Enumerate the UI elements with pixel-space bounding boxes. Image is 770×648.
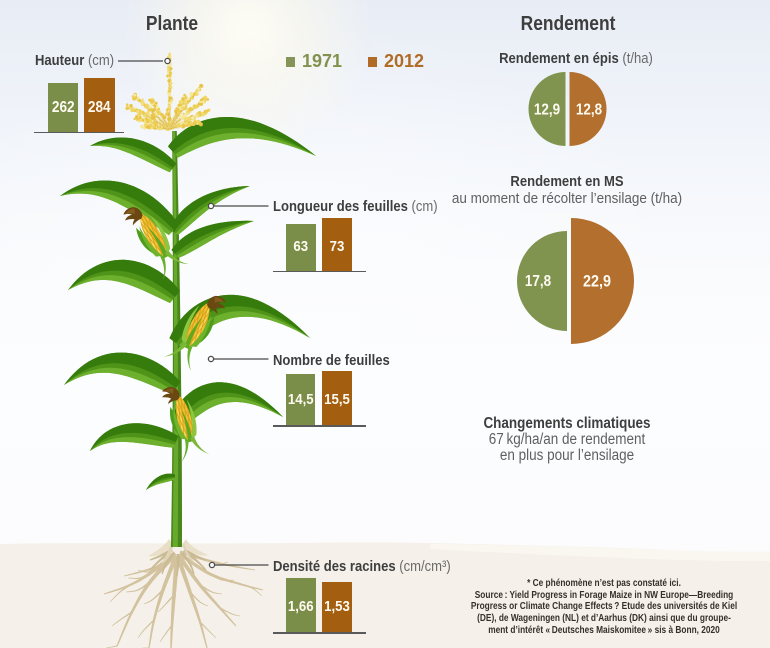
svg-text:22,9: 22,9 xyxy=(583,273,611,291)
svg-text:12,8: 12,8 xyxy=(576,102,602,119)
svg-text:12,9: 12,9 xyxy=(534,102,560,119)
svg-text:17,8: 17,8 xyxy=(525,273,551,290)
